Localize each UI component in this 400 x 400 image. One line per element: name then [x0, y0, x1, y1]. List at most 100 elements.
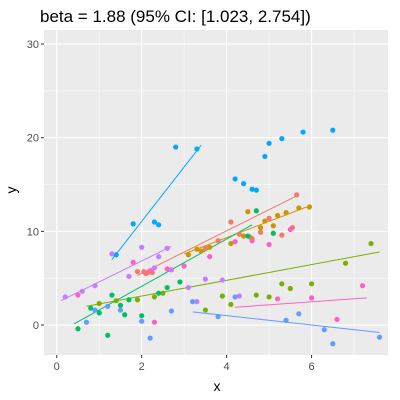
data-point: [62, 294, 68, 300]
data-point: [156, 290, 162, 296]
data-point: [334, 316, 340, 323]
data-point: [126, 297, 132, 303]
data-point: [156, 222, 162, 228]
data-point: [164, 245, 170, 251]
data-point: [330, 341, 336, 347]
data-point: [266, 294, 272, 300]
data-point: [253, 187, 259, 193]
data-point: [219, 293, 225, 299]
data-point: [249, 238, 255, 244]
data-point: [75, 292, 81, 298]
data-point: [215, 238, 221, 244]
data-point: [262, 153, 268, 160]
data-point: [207, 244, 213, 250]
data-point: [113, 298, 119, 304]
fit-line-8: [235, 297, 367, 308]
y-tick-label: 30: [27, 39, 39, 51]
plot-panel: [44, 30, 388, 355]
data-point: [232, 239, 238, 245]
data-point: [274, 296, 281, 302]
data-point: [300, 129, 306, 135]
data-point: [185, 252, 191, 258]
data-point: [88, 305, 94, 311]
data-point: [228, 219, 234, 225]
data-point: [96, 310, 102, 316]
data-point: [283, 317, 289, 323]
data-point: [202, 307, 208, 313]
data-point: [164, 284, 170, 291]
data-point: [185, 284, 191, 291]
data-point: [164, 266, 170, 272]
data-point: [236, 231, 242, 237]
data-point: [330, 127, 336, 133]
fit-line-6: [60, 245, 172, 302]
data-point: [287, 226, 293, 233]
data-point: [321, 327, 327, 333]
data-point: [105, 303, 111, 309]
data-point: [126, 273, 132, 279]
data-point: [117, 307, 124, 313]
x-tick-label: 0: [54, 361, 60, 373]
y-axis-title: y: [3, 187, 19, 194]
data-point: [190, 299, 196, 305]
data-point: [202, 276, 208, 282]
data-point: [105, 332, 111, 338]
data-point: [283, 210, 289, 216]
data-point: [296, 311, 302, 317]
data-point: [130, 259, 136, 265]
data-point: [253, 292, 259, 298]
data-point: [236, 293, 242, 299]
data-point: [228, 301, 234, 308]
data-point: [241, 233, 247, 239]
chart-title: beta = 1.88 (95% CI: [1.023, 2.754]): [40, 7, 311, 26]
data-point: [262, 218, 268, 224]
data-point: [245, 209, 251, 215]
data-point: [117, 302, 124, 308]
data-point: [198, 248, 204, 254]
data-point: [270, 223, 276, 229]
y-tick-label: 10: [27, 226, 39, 238]
data-point: [143, 270, 149, 277]
data-point: [342, 260, 349, 266]
data-point: [266, 215, 272, 221]
data-point: [308, 295, 315, 301]
y-tick-label: 0: [33, 320, 39, 332]
data-point: [279, 281, 285, 287]
data-point: [368, 240, 374, 247]
data-point: [194, 246, 200, 252]
data-point: [151, 319, 158, 325]
data-point: [257, 229, 264, 235]
data-point: [207, 254, 213, 260]
data-point: [139, 318, 145, 324]
data-point: [274, 212, 281, 219]
data-point: [92, 283, 98, 289]
data-point: [202, 245, 208, 251]
data-point: [253, 208, 259, 214]
x-axis-ticks: 0 2 4 6: [54, 355, 315, 373]
data-point: [306, 204, 313, 210]
data-point: [228, 240, 234, 247]
x-axis-title: x: [214, 378, 221, 394]
data-point: [147, 335, 153, 341]
minor-gridlines: [44, 30, 388, 355]
data-point: [232, 294, 238, 300]
fit-line-3: [86, 251, 380, 307]
fit-line-1: [137, 194, 300, 276]
x-tick-label: 4: [224, 361, 230, 373]
data-point: [266, 241, 272, 248]
data-point: [109, 251, 115, 257]
data-point: [376, 334, 383, 340]
data-point: [96, 300, 102, 307]
data-point: [194, 146, 200, 152]
data-point: [79, 288, 85, 294]
data-point: [241, 181, 247, 187]
y-tick-label: 20: [27, 133, 39, 145]
data-point: [215, 313, 221, 320]
data-point: [130, 221, 136, 227]
data-point: [232, 176, 238, 182]
data-point: [173, 144, 179, 150]
data-point: [113, 252, 119, 258]
major-gridlines: [44, 30, 388, 355]
data-point: [245, 233, 251, 239]
data-point: [177, 279, 183, 285]
